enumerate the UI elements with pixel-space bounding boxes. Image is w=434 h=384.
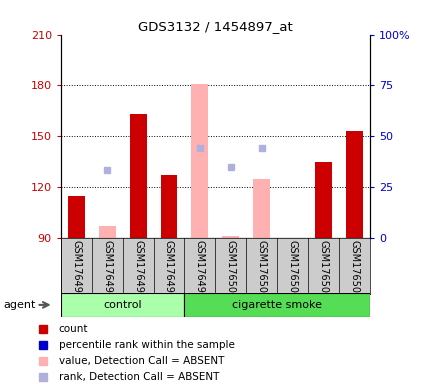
Text: cigarette smoke: cigarette smoke xyxy=(232,300,321,310)
Text: percentile rank within the sample: percentile rank within the sample xyxy=(59,340,234,350)
Bar xyxy=(61,293,184,317)
Bar xyxy=(222,237,239,238)
Bar xyxy=(68,196,85,238)
Text: count: count xyxy=(59,324,88,334)
Text: GSM176501: GSM176501 xyxy=(256,240,266,299)
Text: GSM176500: GSM176500 xyxy=(225,240,235,299)
Bar xyxy=(345,131,362,238)
Text: GSM176497: GSM176497 xyxy=(133,240,143,299)
Text: GSM176503: GSM176503 xyxy=(318,240,328,299)
Bar xyxy=(99,226,115,238)
Text: GSM176504: GSM176504 xyxy=(349,240,358,299)
Text: control: control xyxy=(103,300,141,310)
Title: GDS3132 / 1454897_at: GDS3132 / 1454897_at xyxy=(138,20,292,33)
Bar xyxy=(253,179,270,238)
Text: agent: agent xyxy=(3,300,35,310)
Bar xyxy=(191,84,208,238)
Text: GSM176495: GSM176495 xyxy=(71,240,81,299)
Bar xyxy=(314,162,331,238)
Bar xyxy=(160,175,177,238)
Text: rank, Detection Call = ABSENT: rank, Detection Call = ABSENT xyxy=(59,372,219,382)
Text: value, Detection Call = ABSENT: value, Detection Call = ABSENT xyxy=(59,356,224,366)
Text: GSM176499: GSM176499 xyxy=(194,240,204,299)
Text: GSM176502: GSM176502 xyxy=(287,240,297,299)
Text: GSM176498: GSM176498 xyxy=(164,240,174,299)
Text: GSM176496: GSM176496 xyxy=(102,240,112,299)
Bar xyxy=(129,114,146,238)
Bar xyxy=(184,293,369,317)
